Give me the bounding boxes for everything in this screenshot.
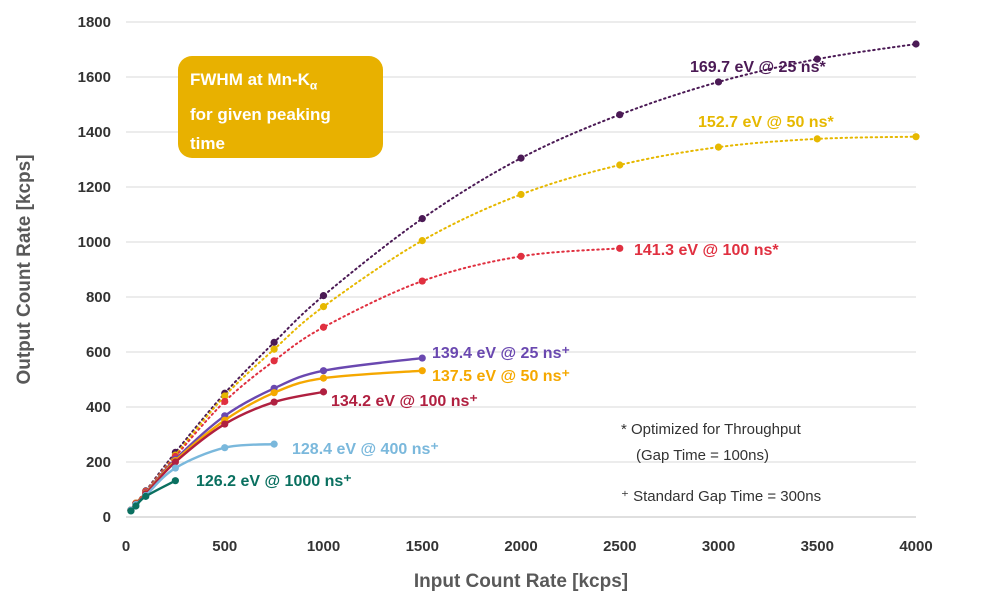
series-label: 139.4 eV @ 25 ns⁺ — [432, 345, 570, 362]
data-point — [319, 303, 328, 311]
y-tick-label: 1200 — [78, 179, 111, 196]
data-point — [270, 345, 278, 353]
y-tick-label: 1400 — [78, 124, 111, 141]
x-tick-label: 3000 — [702, 538, 735, 555]
series-label: 134.2 eV @ 100 ns⁺ — [331, 393, 478, 410]
data-point — [418, 367, 426, 375]
info-line-1: FWHM at Mn-Kα — [190, 65, 371, 100]
x-tick-label: 4000 — [899, 538, 932, 555]
data-point — [517, 252, 525, 260]
y-tick-label: 1000 — [78, 234, 111, 251]
data-point — [270, 338, 278, 346]
x-tick-label: 1000 — [307, 538, 340, 555]
data-point — [418, 354, 426, 362]
data-point — [127, 507, 135, 515]
data-point — [912, 133, 920, 141]
y-tick-label: 1800 — [78, 14, 111, 31]
y-axis-title: Output Count Rate [kcps] — [14, 154, 35, 384]
data-point — [270, 357, 278, 365]
y-tick-label: 200 — [86, 454, 111, 471]
data-point — [714, 143, 723, 151]
note-optimized: * Optimized for Throughput — [621, 421, 802, 438]
data-point — [142, 492, 150, 500]
data-point — [319, 323, 328, 331]
x-axis-ticks: 0 500 1000 1500 2000 2500 3000 3500 4000 — [122, 538, 933, 555]
x-tick-label: 1500 — [406, 538, 439, 555]
info-line-3: time — [190, 134, 225, 154]
y-tick-label: 400 — [86, 399, 111, 416]
fwhm-info-box: FWHM at Mn-Kα for given peaking time — [178, 56, 383, 158]
x-tick-label: 3500 — [801, 538, 834, 555]
data-point — [813, 135, 821, 143]
x-tick-label: 2500 — [603, 538, 636, 555]
data-point — [171, 477, 179, 485]
data-point — [171, 458, 179, 466]
data-point — [319, 388, 328, 396]
series-label: 152.7 eV @ 50 ns* — [698, 114, 834, 131]
data-point — [616, 161, 624, 169]
data-point — [616, 111, 624, 119]
data-point — [319, 374, 328, 382]
data-point — [270, 440, 278, 448]
x-tick-label: 2000 — [504, 538, 537, 555]
data-point — [813, 55, 821, 63]
info-line-2: for given peaking — [190, 105, 331, 125]
note-standard-gap: ⁺ Standard Gap Time = 300ns — [621, 488, 821, 505]
y-tick-label: 800 — [86, 289, 111, 306]
data-point — [132, 502, 140, 510]
y-tick-label: 1600 — [78, 69, 111, 86]
data-point — [714, 78, 723, 86]
series-label: 126.2 eV @ 1000 ns⁺ — [196, 473, 352, 490]
data-point — [517, 154, 525, 162]
data-point — [221, 444, 229, 452]
data-point — [319, 367, 328, 375]
data-point — [319, 292, 328, 300]
y-axis-ticks: 0 200 400 600 800 1000 1200 1400 1600 1800 — [78, 14, 111, 526]
data-point — [221, 420, 229, 428]
note-gap-time-100: (Gap Time = 100ns) — [636, 447, 769, 464]
info-line-1-subscript: α — [309, 78, 318, 93]
data-point — [616, 244, 624, 252]
y-tick-label: 600 — [86, 344, 111, 361]
data-point — [171, 464, 179, 472]
series-label: 137.5 eV @ 50 ns⁺ — [432, 368, 570, 385]
series-label: 128.4 eV @ 400 ns⁺ — [292, 441, 439, 458]
x-tick-label: 500 — [212, 538, 237, 555]
x-tick-label: 0 — [122, 538, 130, 555]
data-point — [221, 397, 229, 406]
series-group — [127, 40, 920, 515]
data-point — [270, 398, 278, 406]
series-labels: 169.7 eV @ 25 ns* 152.7 eV @ 50 ns* 141.3 … — [196, 59, 834, 490]
y-tick-label: 0 — [103, 509, 111, 526]
info-line-1-text: FWHM at Mn-K — [190, 70, 310, 89]
data-point — [418, 237, 426, 245]
data-point — [418, 215, 426, 223]
series-label: 169.7 eV @ 25 ns* — [690, 59, 826, 76]
x-axis-title: Input Count Rate [kcps] — [414, 571, 628, 592]
data-point — [912, 40, 920, 48]
series-label: 141.3 eV @ 100 ns* — [634, 242, 779, 259]
data-point — [270, 389, 278, 397]
data-point — [221, 392, 229, 400]
data-point — [517, 190, 525, 199]
data-point — [418, 277, 426, 285]
